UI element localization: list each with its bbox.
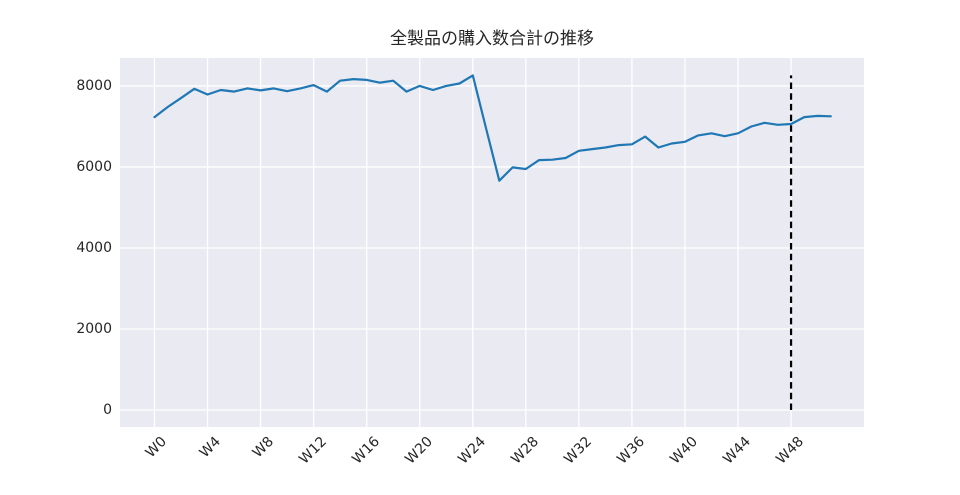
y-tick-label: 8000 <box>76 77 112 94</box>
x-tick-label: W4 <box>196 433 224 462</box>
chart-svg <box>120 58 864 427</box>
x-tick-label: W8 <box>249 433 277 462</box>
x-tick-label: W44 <box>720 433 755 468</box>
x-tick-label: W32 <box>561 433 595 468</box>
x-tick-label: W20 <box>402 433 436 468</box>
x-tick-label: W24 <box>455 433 489 468</box>
chart-title: 全製品の購入数合計の推移 <box>390 29 594 49</box>
x-tick-label: W36 <box>614 433 648 468</box>
x-tick-label: W28 <box>508 433 542 468</box>
x-tick-label: W40 <box>667 433 701 468</box>
plot-area <box>120 58 864 427</box>
y-tick-label: 6000 <box>76 158 112 175</box>
x-tick-label: W16 <box>348 433 383 468</box>
x-tick-label: W12 <box>295 433 330 468</box>
x-tick-label: W48 <box>773 433 808 468</box>
figure: 全製品の購入数合計の推移 0 2000 4000 6000 8000 W0 W4 W8 W12… <box>76 29 864 468</box>
series-line <box>153 74 832 182</box>
y-tick-label: 0 <box>103 401 112 418</box>
y-tick-label: 2000 <box>76 320 112 337</box>
y-tick-label: 4000 <box>76 239 112 256</box>
x-tick-label: W0 <box>143 433 171 462</box>
